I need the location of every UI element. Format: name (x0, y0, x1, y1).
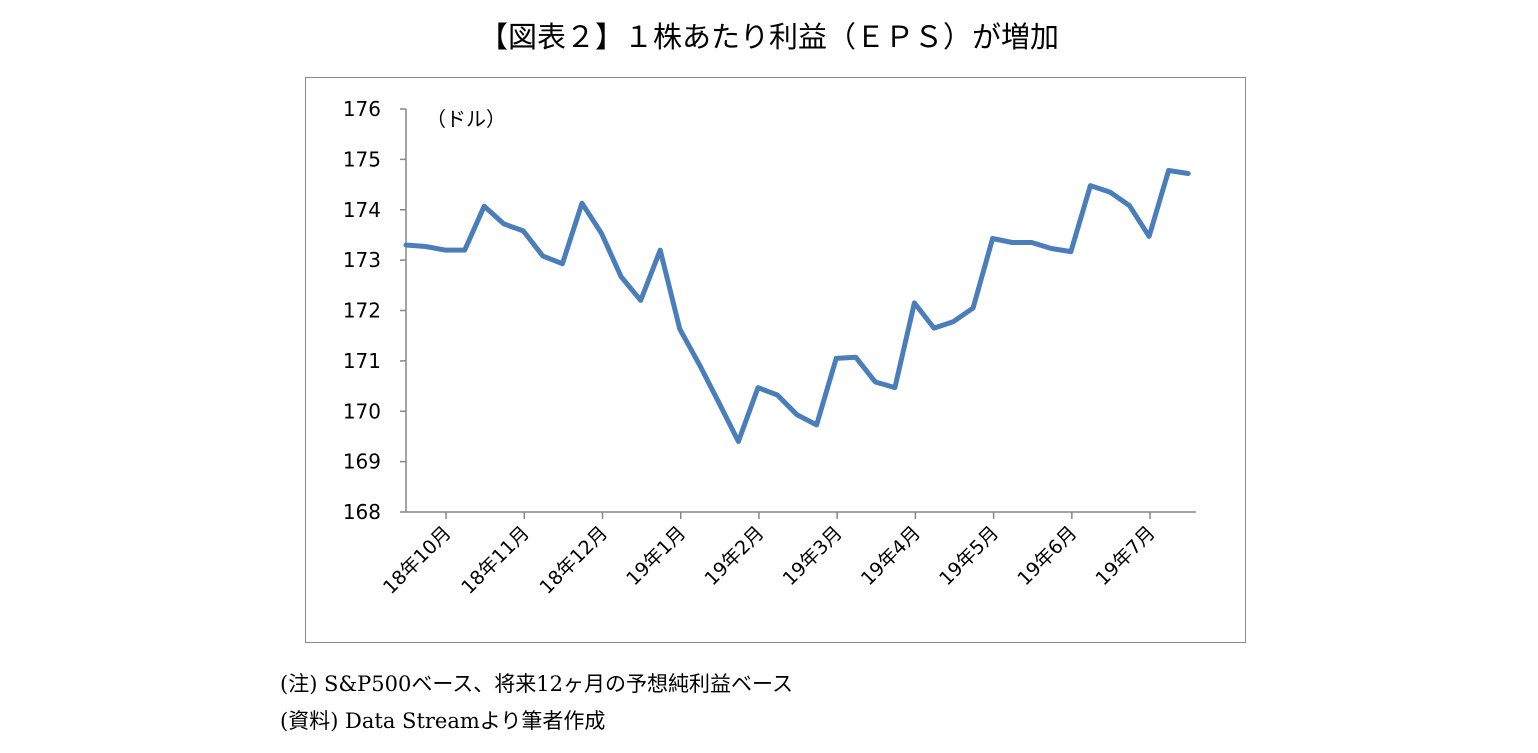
y-tick-label: 175 (343, 147, 381, 171)
y-tick-label: 172 (343, 299, 381, 323)
x-axis: 18年10月 18年11月 18年12月 19年1月 19年2月 19年3月 19年4月 19… (379, 511, 1196, 599)
chart-title: 【図表２】１株あたり利益（ＥＰＳ）が増加 (478, 20, 1059, 54)
y-tick-label: 169 (343, 450, 381, 474)
y-tick-label: 174 (343, 198, 381, 222)
x-tick-label: 19年4月 (857, 522, 925, 590)
chart-frame: 168 169 170 171 172 173 174 175 176 18年10月 18年11月… (305, 77, 1246, 643)
y-tick-label: 170 (343, 399, 381, 423)
x-tick-label: 19年7月 (1092, 522, 1160, 590)
y-unit-label: （ドル） (426, 107, 506, 131)
y-axis: 168 169 170 171 172 173 174 175 176 (343, 97, 407, 524)
x-tick-label: 18年11月 (457, 522, 534, 599)
y-tick-label: 171 (343, 349, 381, 373)
x-tick-label: 19年6月 (1013, 522, 1081, 590)
line-chart: 168 169 170 171 172 173 174 175 176 18年10月 18年11月… (343, 97, 1196, 599)
y-tick-label: 168 (343, 500, 381, 524)
x-tick-label: 18年12月 (535, 522, 612, 599)
y-tick-label: 176 (343, 97, 381, 121)
eps-series-line (403, 168, 1191, 444)
x-tick-label: 18年10月 (379, 522, 456, 599)
x-tick-label: 19年5月 (935, 522, 1003, 590)
series-group (403, 168, 1191, 444)
x-tick-label: 19年3月 (779, 522, 847, 590)
source-note: (資料) Data Streamより筆者作成 (280, 709, 606, 733)
x-tick-label: 19年1月 (622, 522, 690, 590)
y-tick-label: 173 (343, 248, 381, 272)
x-tick-label: 19年2月 (700, 522, 768, 590)
footnote: (注) S&P500ベース、将来12ヶ月の予想純利益ベース (280, 672, 793, 696)
